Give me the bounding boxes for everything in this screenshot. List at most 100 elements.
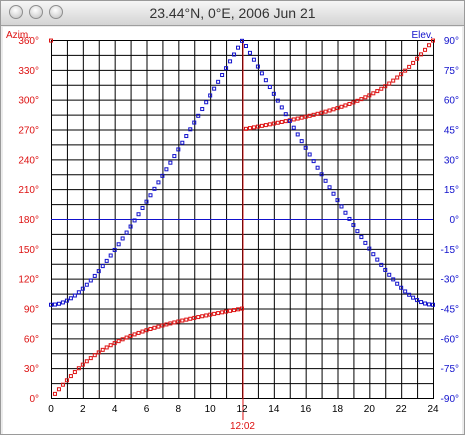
elevation-series [49, 38, 435, 307]
azimuth-point [331, 107, 336, 112]
close-button[interactable] [9, 5, 23, 19]
elevation-point [363, 240, 368, 245]
azimuth-point [367, 93, 372, 98]
elevation-point [152, 186, 157, 191]
elevation-point [88, 278, 93, 283]
azimuth-point [311, 112, 316, 117]
azimuth-point [220, 310, 225, 315]
hour-tick-label: 16 [300, 404, 312, 415]
azimuth-point [216, 311, 221, 316]
azimuth-tick-label: 240° [18, 155, 39, 166]
azimuth-tick-label: 120° [18, 275, 39, 286]
azimuth-point [347, 101, 352, 106]
reference-lines [51, 40, 433, 420]
azimuth-point [200, 314, 205, 319]
azimuth-point [319, 110, 324, 115]
azimuth-point [84, 359, 89, 364]
elevation-point [164, 167, 169, 172]
elevation-point [236, 45, 241, 50]
azimuth-point [240, 306, 244, 311]
elevation-point [319, 172, 324, 177]
hour-tick-label: 4 [112, 404, 118, 415]
azimuth-point [411, 60, 416, 65]
elevation-point [327, 185, 332, 190]
hour-tick-label: 8 [176, 404, 182, 415]
azimuth-point [156, 324, 161, 329]
elevation-point [172, 154, 177, 159]
azimuth-point [247, 126, 252, 131]
azimuth-point [144, 328, 149, 333]
elevation-point [49, 302, 53, 307]
title-bar[interactable]: 23.44°N, 0°E, 2006 Jun 21 [1, 1, 464, 26]
elevation-point [427, 302, 432, 307]
elevation-point [315, 165, 320, 170]
azimuth-point [279, 119, 284, 124]
azimuth-point [192, 315, 197, 320]
elevation-point [383, 267, 388, 272]
hour-tick-label: 2 [80, 404, 86, 415]
azimuth-point [76, 366, 81, 371]
azimuth-point [299, 115, 304, 120]
elevation-tick-label: -90° [441, 394, 459, 405]
zoom-button[interactable] [49, 5, 63, 19]
azimuth-point [335, 106, 340, 111]
azimuth-point [120, 337, 125, 342]
elevation-point [287, 118, 292, 123]
azimuth-point [100, 347, 105, 352]
elevation-tick-label: 75° [444, 66, 459, 77]
azimuth-point [212, 311, 217, 316]
azimuth-point [283, 119, 288, 124]
azimuth-point [407, 64, 412, 69]
elevation-point [371, 252, 376, 257]
azimuth-point [196, 315, 201, 320]
hour-tick-label: 20 [364, 404, 376, 415]
azimuth-tick-label: 270° [18, 126, 39, 137]
azimuth-point [184, 317, 189, 322]
elevation-point [232, 52, 237, 57]
elevation-point [291, 125, 296, 130]
elevation-tick-label: 90° [444, 36, 459, 47]
azimuth-point [315, 111, 320, 116]
azimuth-point [236, 307, 241, 312]
elevation-point [387, 272, 392, 277]
elevation-tick-label: -45° [441, 305, 459, 316]
elevation-point [184, 134, 189, 139]
azimuth-point [255, 124, 260, 129]
elevation-point [112, 247, 117, 252]
azimuth-point [355, 98, 360, 103]
elevation-point [140, 205, 145, 210]
azimuth-point [251, 125, 256, 130]
azimuth-point [88, 356, 93, 361]
minimize-button[interactable] [29, 5, 43, 19]
hour-tick-label: 0 [48, 404, 54, 415]
elevation-point [72, 293, 77, 298]
azimuth-point [423, 47, 428, 52]
azimuth-point [104, 345, 109, 350]
azimuth-point [431, 38, 435, 43]
azimuth-point [359, 97, 364, 102]
azimuth-point [124, 335, 129, 340]
elevation-tick-label: 45° [444, 126, 459, 137]
azimuth-point [232, 308, 237, 313]
azimuth-point [140, 329, 145, 334]
elevation-point [355, 229, 360, 234]
azimuth-point [176, 319, 181, 324]
elevation-tick-label: -60° [441, 334, 459, 345]
azimuth-point [303, 114, 308, 119]
elevation-point [343, 210, 348, 215]
solar-noon-label: 12:02 [230, 421, 255, 432]
azimuth-point [72, 370, 77, 375]
azimuth-point [267, 122, 272, 127]
azimuth-tick-label: 0° [29, 394, 39, 405]
azimuth-tick-label: 210° [18, 185, 39, 196]
elevation-point [243, 44, 248, 49]
azimuth-tick-label: 300° [18, 96, 39, 107]
elevation-point [255, 64, 260, 69]
azimuth-point [427, 43, 432, 48]
elevation-tick-label: 60° [444, 96, 459, 107]
hour-tick-label: 22 [396, 404, 408, 415]
elevation-point [96, 269, 101, 274]
elevation-point [132, 218, 137, 223]
elevation-point [196, 113, 201, 118]
elevation-point [395, 281, 400, 286]
